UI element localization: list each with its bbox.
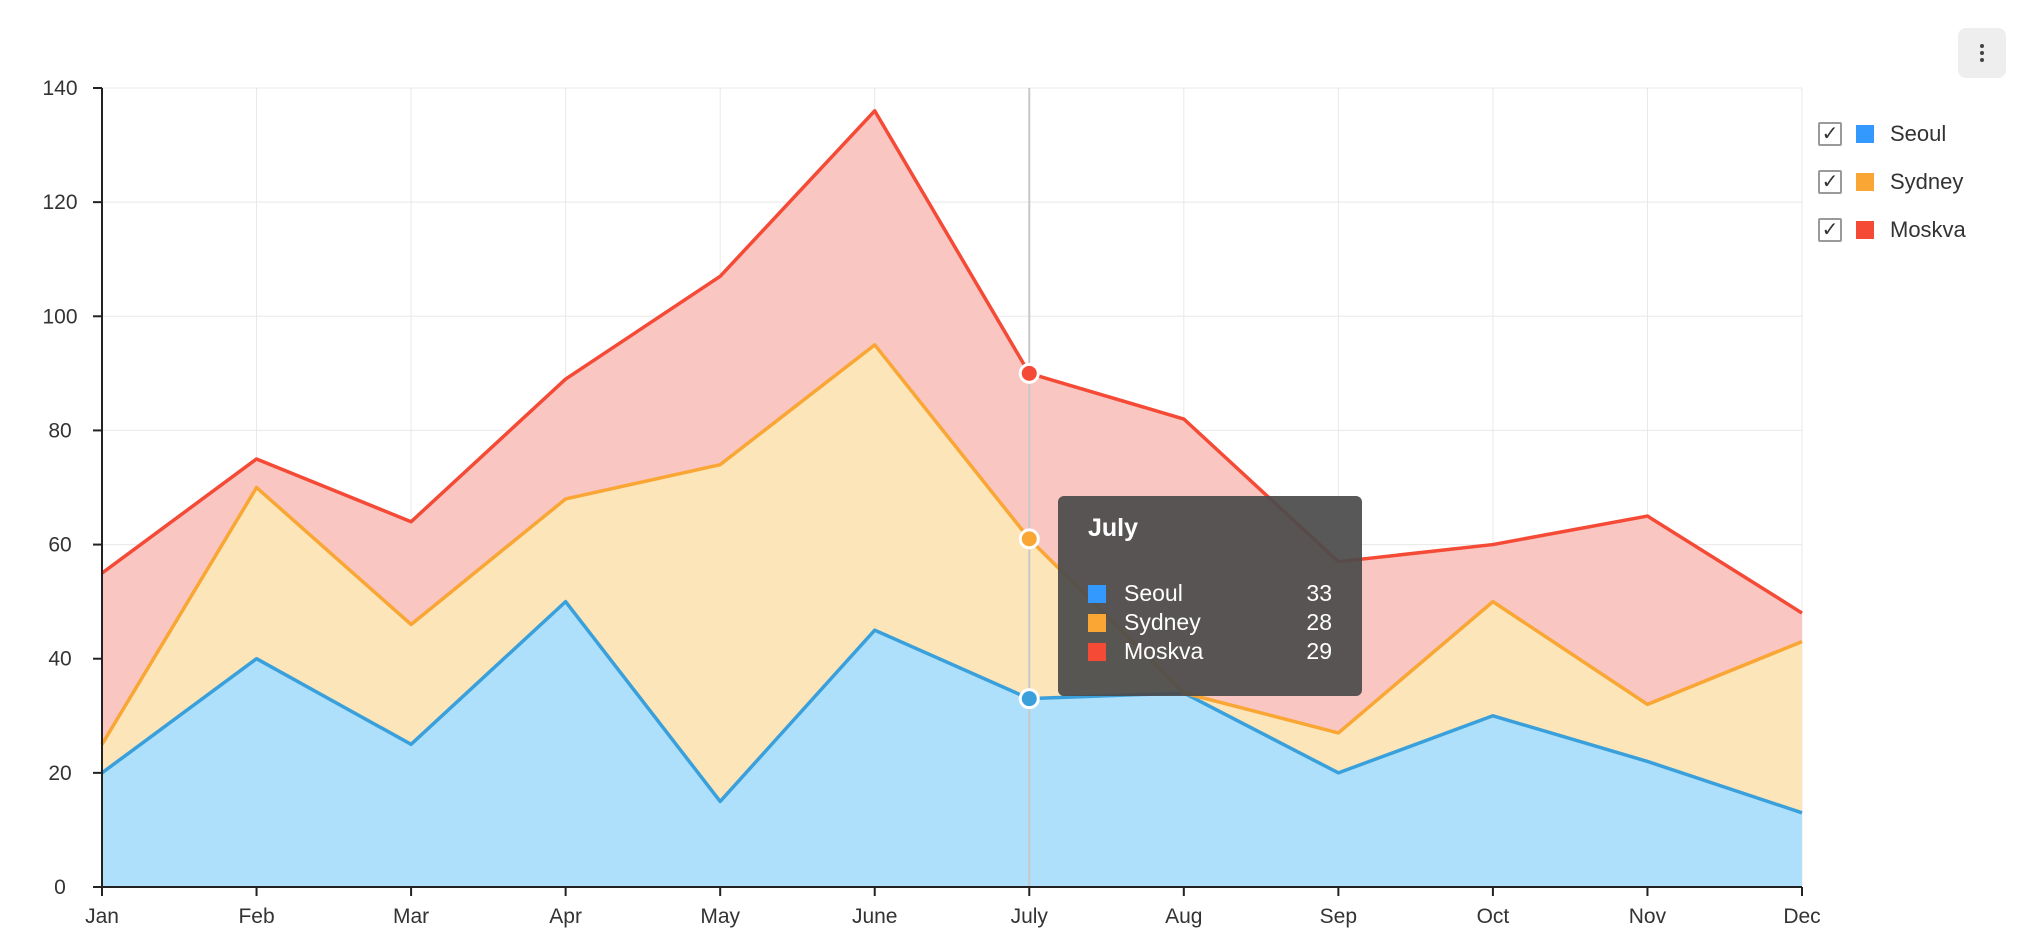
x-tick-label-nov: Nov (1629, 905, 1667, 928)
point-seoul-july (1018, 688, 1040, 710)
area-sydney (102, 344, 1802, 813)
chart-lines (100, 109, 1803, 815)
legend-label-seoul: Seoul (1890, 121, 1947, 146)
legend-checkbox-sydney[interactable]: ✓ (1818, 170, 1842, 194)
y-tick-label-40: 40 (48, 648, 71, 671)
tooltip-swatch-sydney (1088, 613, 1106, 632)
chart-axes (93, 87, 1803, 896)
y-tick-label-80: 80 (48, 419, 71, 442)
area-moskva (102, 110, 1802, 745)
legend-swatch-moskva (1856, 221, 1874, 239)
chart-menu-button[interactable] (1958, 28, 2006, 78)
tooltip-label-moskva: Moskva (1124, 638, 1204, 664)
line-seoul (100, 599, 1803, 815)
x-tick-label-jan: Jan (85, 905, 119, 928)
tooltip-row-sydney: Sydney 28 (1088, 608, 1332, 637)
legend-label-moskva: Moskva (1890, 217, 1966, 242)
legend-label-sydney: Sydney (1890, 169, 1964, 194)
tooltip-title: July (1088, 514, 1139, 542)
legend-swatch-seoul (1856, 125, 1874, 143)
line-moskva (100, 109, 1803, 615)
x-axis-tick-labels: Jan Feb Mar Apr May June July Aug Sep Oct Nov Dec (85, 905, 1821, 928)
more-vertical-icon-dot (1980, 58, 1984, 62)
y-tick-label-20: 20 (48, 762, 71, 785)
chart-areas (102, 110, 1802, 887)
tooltip-row-moskva: Moskva 29 (1088, 637, 1332, 666)
x-tick-label-mar: Mar (393, 905, 429, 928)
tooltip-swatch-moskva (1088, 642, 1106, 661)
y-tick-label-0: 0 (54, 876, 66, 899)
tooltip-label-sydney: Sydney (1124, 609, 1201, 635)
tooltip-value-sydney: 28 (1306, 609, 1332, 635)
area-seoul (102, 601, 1802, 887)
tooltip-swatch-seoul (1088, 584, 1106, 603)
y-tick-label-140: 140 (42, 77, 77, 100)
legend-item-seoul[interactable]: ✓ Seoul (1818, 110, 1966, 158)
legend-checkbox-moskva[interactable]: ✓ (1818, 218, 1842, 242)
legend-item-sydney[interactable]: ✓ Sydney (1818, 158, 1966, 206)
x-tick-label-july: July (1011, 905, 1049, 928)
tooltip-value-seoul: 33 (1306, 580, 1332, 606)
more-vertical-icon (1980, 44, 1984, 48)
legend-item-moskva[interactable]: ✓ Moskva (1818, 206, 1966, 254)
y-tick-label-100: 100 (42, 305, 77, 328)
line-sydney (100, 343, 1803, 746)
highlighted-points (1018, 362, 1040, 710)
point-sydney-july (1018, 528, 1040, 550)
chart-legend: ✓ Seoul ✓ Sydney ✓ Moskva (1818, 110, 1966, 254)
tooltip-label-seoul: Seoul (1124, 580, 1183, 606)
y-tick-label-120: 120 (42, 191, 77, 214)
x-tick-label-may: May (700, 905, 740, 928)
x-tick-label-sep: Sep (1320, 905, 1357, 928)
more-vertical-icon-dot (1980, 51, 1984, 55)
x-tick-label-dec: Dec (1783, 905, 1820, 928)
y-tick-label-60: 60 (48, 534, 71, 557)
x-tick-label-aug: Aug (1165, 905, 1202, 928)
chart-tooltip: July Seoul 33 Sydney 28 Moskva 29 (1058, 496, 1362, 696)
x-tick-label-june: June (852, 905, 898, 928)
point-moskva-july (1018, 362, 1040, 384)
legend-checkbox-seoul[interactable]: ✓ (1818, 122, 1842, 146)
x-tick-label-apr: Apr (549, 905, 582, 928)
tooltip-row-seoul: Seoul 33 (1088, 579, 1332, 608)
y-axis-tick-labels: 0 20 40 60 80 100 120 140 (42, 77, 77, 899)
legend-swatch-sydney (1856, 173, 1874, 191)
x-tick-label-feb: Feb (238, 905, 274, 928)
x-tick-label-oct: Oct (1477, 905, 1510, 928)
tooltip-value-moskva: 29 (1306, 638, 1332, 664)
